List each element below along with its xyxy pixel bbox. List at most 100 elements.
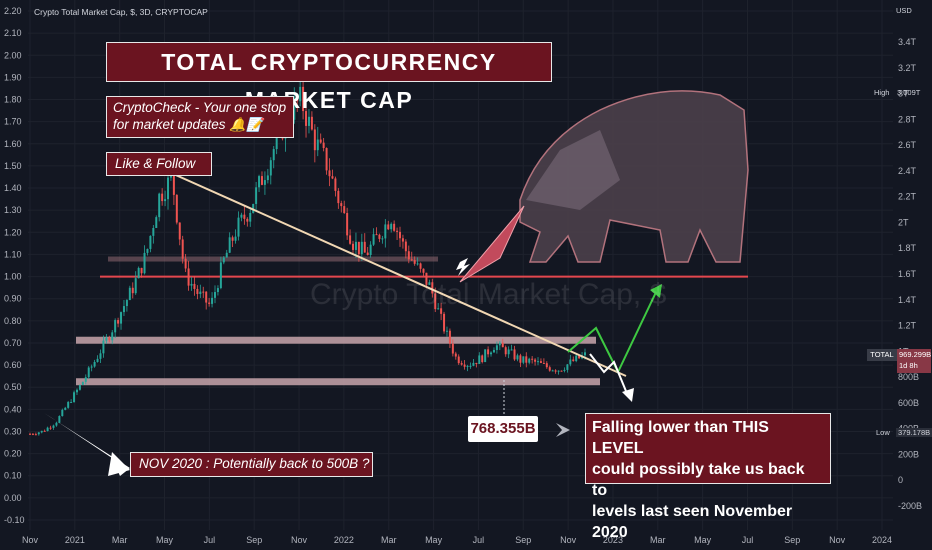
candle-body bbox=[249, 212, 252, 222]
candle-body bbox=[313, 129, 316, 151]
candle-body bbox=[393, 223, 396, 231]
candle-body bbox=[122, 306, 125, 313]
level-arrow bbox=[556, 423, 570, 437]
x-tick-label: Nov bbox=[291, 535, 308, 545]
right-tick-label: 2.4T bbox=[898, 166, 917, 176]
candle-body bbox=[390, 223, 393, 230]
candle-body bbox=[31, 433, 34, 435]
candle-body bbox=[146, 248, 149, 253]
candle-series bbox=[29, 77, 586, 436]
candle-body bbox=[340, 203, 343, 207]
candle-body bbox=[102, 340, 105, 354]
candle-body bbox=[481, 355, 484, 363]
left-tick-label: 1.20 bbox=[4, 227, 22, 237]
candle-body bbox=[396, 230, 399, 232]
left-tick-label: 2.00 bbox=[4, 50, 22, 60]
candle-body bbox=[469, 365, 472, 367]
candle-body bbox=[363, 241, 366, 253]
candle-body bbox=[578, 355, 581, 359]
x-tick-label: 2024 bbox=[872, 535, 892, 545]
candle-body bbox=[64, 407, 67, 410]
candle-body bbox=[255, 187, 258, 204]
right-axis: 3.4T 3.2T 3T 2.8T 2.6T 2.4T 2.2T 2T 1.8T 1.6T 1.4T… bbox=[898, 37, 922, 511]
candle-body bbox=[316, 139, 319, 151]
candle-body bbox=[410, 259, 413, 261]
candle-body bbox=[572, 359, 575, 362]
candle-body bbox=[81, 381, 84, 385]
support-zone bbox=[76, 378, 600, 386]
title-annotation: TOTAL CRYPTOCURRENCY MARKET CAP bbox=[106, 42, 552, 113]
candle-body bbox=[99, 353, 102, 359]
candle-body bbox=[528, 358, 531, 363]
candle-body bbox=[460, 363, 463, 365]
right-tick-label: 2.2T bbox=[898, 192, 917, 202]
candle-body bbox=[178, 222, 181, 240]
low-label: Low bbox=[876, 428, 890, 437]
candle-body bbox=[181, 239, 184, 259]
high-value: 3.009T bbox=[897, 88, 921, 97]
candle-body bbox=[434, 293, 437, 310]
left-tick-label: 1.30 bbox=[4, 205, 22, 215]
candle-body bbox=[175, 194, 178, 223]
right-tick-label: 2.6T bbox=[898, 140, 917, 150]
candle-body bbox=[187, 268, 190, 286]
candle-body bbox=[428, 282, 431, 285]
candle-body bbox=[143, 252, 146, 274]
candle-body bbox=[354, 241, 357, 250]
candle-body bbox=[193, 283, 196, 289]
candle-body bbox=[575, 355, 578, 362]
candle-body bbox=[125, 300, 128, 307]
candle-body bbox=[108, 337, 111, 341]
candle-body bbox=[105, 337, 108, 341]
x-tick-label: Sep bbox=[246, 535, 262, 545]
candle-body bbox=[501, 342, 504, 348]
total-tag: TOTAL bbox=[867, 349, 897, 361]
right-tick-label: 1.2T bbox=[898, 321, 917, 331]
right-tick-label: 1.8T bbox=[898, 243, 917, 253]
candle-body bbox=[114, 320, 117, 333]
left-tick-label: 1.00 bbox=[4, 272, 22, 282]
left-tick-label: 1.90 bbox=[4, 72, 22, 82]
candle-body bbox=[454, 353, 457, 357]
bear-illustration bbox=[519, 90, 749, 263]
candle-body bbox=[61, 409, 64, 417]
candle-body bbox=[208, 302, 211, 304]
candle-body bbox=[296, 98, 299, 102]
candle-body bbox=[293, 98, 296, 120]
candle-body bbox=[331, 176, 334, 179]
candle-body bbox=[214, 292, 216, 298]
left-tick-label: 1.10 bbox=[4, 249, 22, 259]
candle-body bbox=[305, 111, 308, 126]
right-tick-label: 3.4T bbox=[898, 37, 917, 47]
candle-body bbox=[70, 402, 73, 404]
bullish-arrowhead bbox=[650, 284, 662, 298]
candle-body bbox=[451, 343, 454, 354]
candle-body bbox=[93, 361, 96, 367]
candle-body bbox=[228, 237, 231, 253]
right-tick-label: 1.6T bbox=[898, 269, 917, 279]
candle-body bbox=[443, 313, 446, 332]
candle-body bbox=[569, 359, 572, 365]
high-label: High bbox=[874, 88, 890, 97]
bear-beam bbox=[459, 205, 525, 283]
candle-body bbox=[184, 258, 187, 269]
candle-body bbox=[307, 116, 310, 126]
x-tick-label: Sep bbox=[784, 535, 800, 545]
candle-body bbox=[225, 252, 228, 258]
candle-body bbox=[337, 190, 340, 204]
candle-body bbox=[548, 367, 551, 371]
candle-body bbox=[401, 238, 404, 242]
candle-body bbox=[319, 139, 322, 143]
warning-line-1: Falling lower than THIS LEVEL bbox=[592, 419, 769, 457]
x-tick-label: May bbox=[425, 535, 443, 545]
candle-body bbox=[537, 361, 540, 363]
candle-body bbox=[46, 427, 49, 432]
candle-body bbox=[381, 238, 384, 240]
left-tick-label: 0.70 bbox=[4, 338, 22, 348]
x-tick-label: Mar bbox=[112, 535, 128, 545]
left-tick-label: 1.50 bbox=[4, 161, 22, 171]
candle-body bbox=[372, 234, 375, 245]
x-tick-label: Mar bbox=[381, 535, 397, 545]
candle-body bbox=[52, 425, 55, 428]
candle-body bbox=[516, 355, 519, 360]
